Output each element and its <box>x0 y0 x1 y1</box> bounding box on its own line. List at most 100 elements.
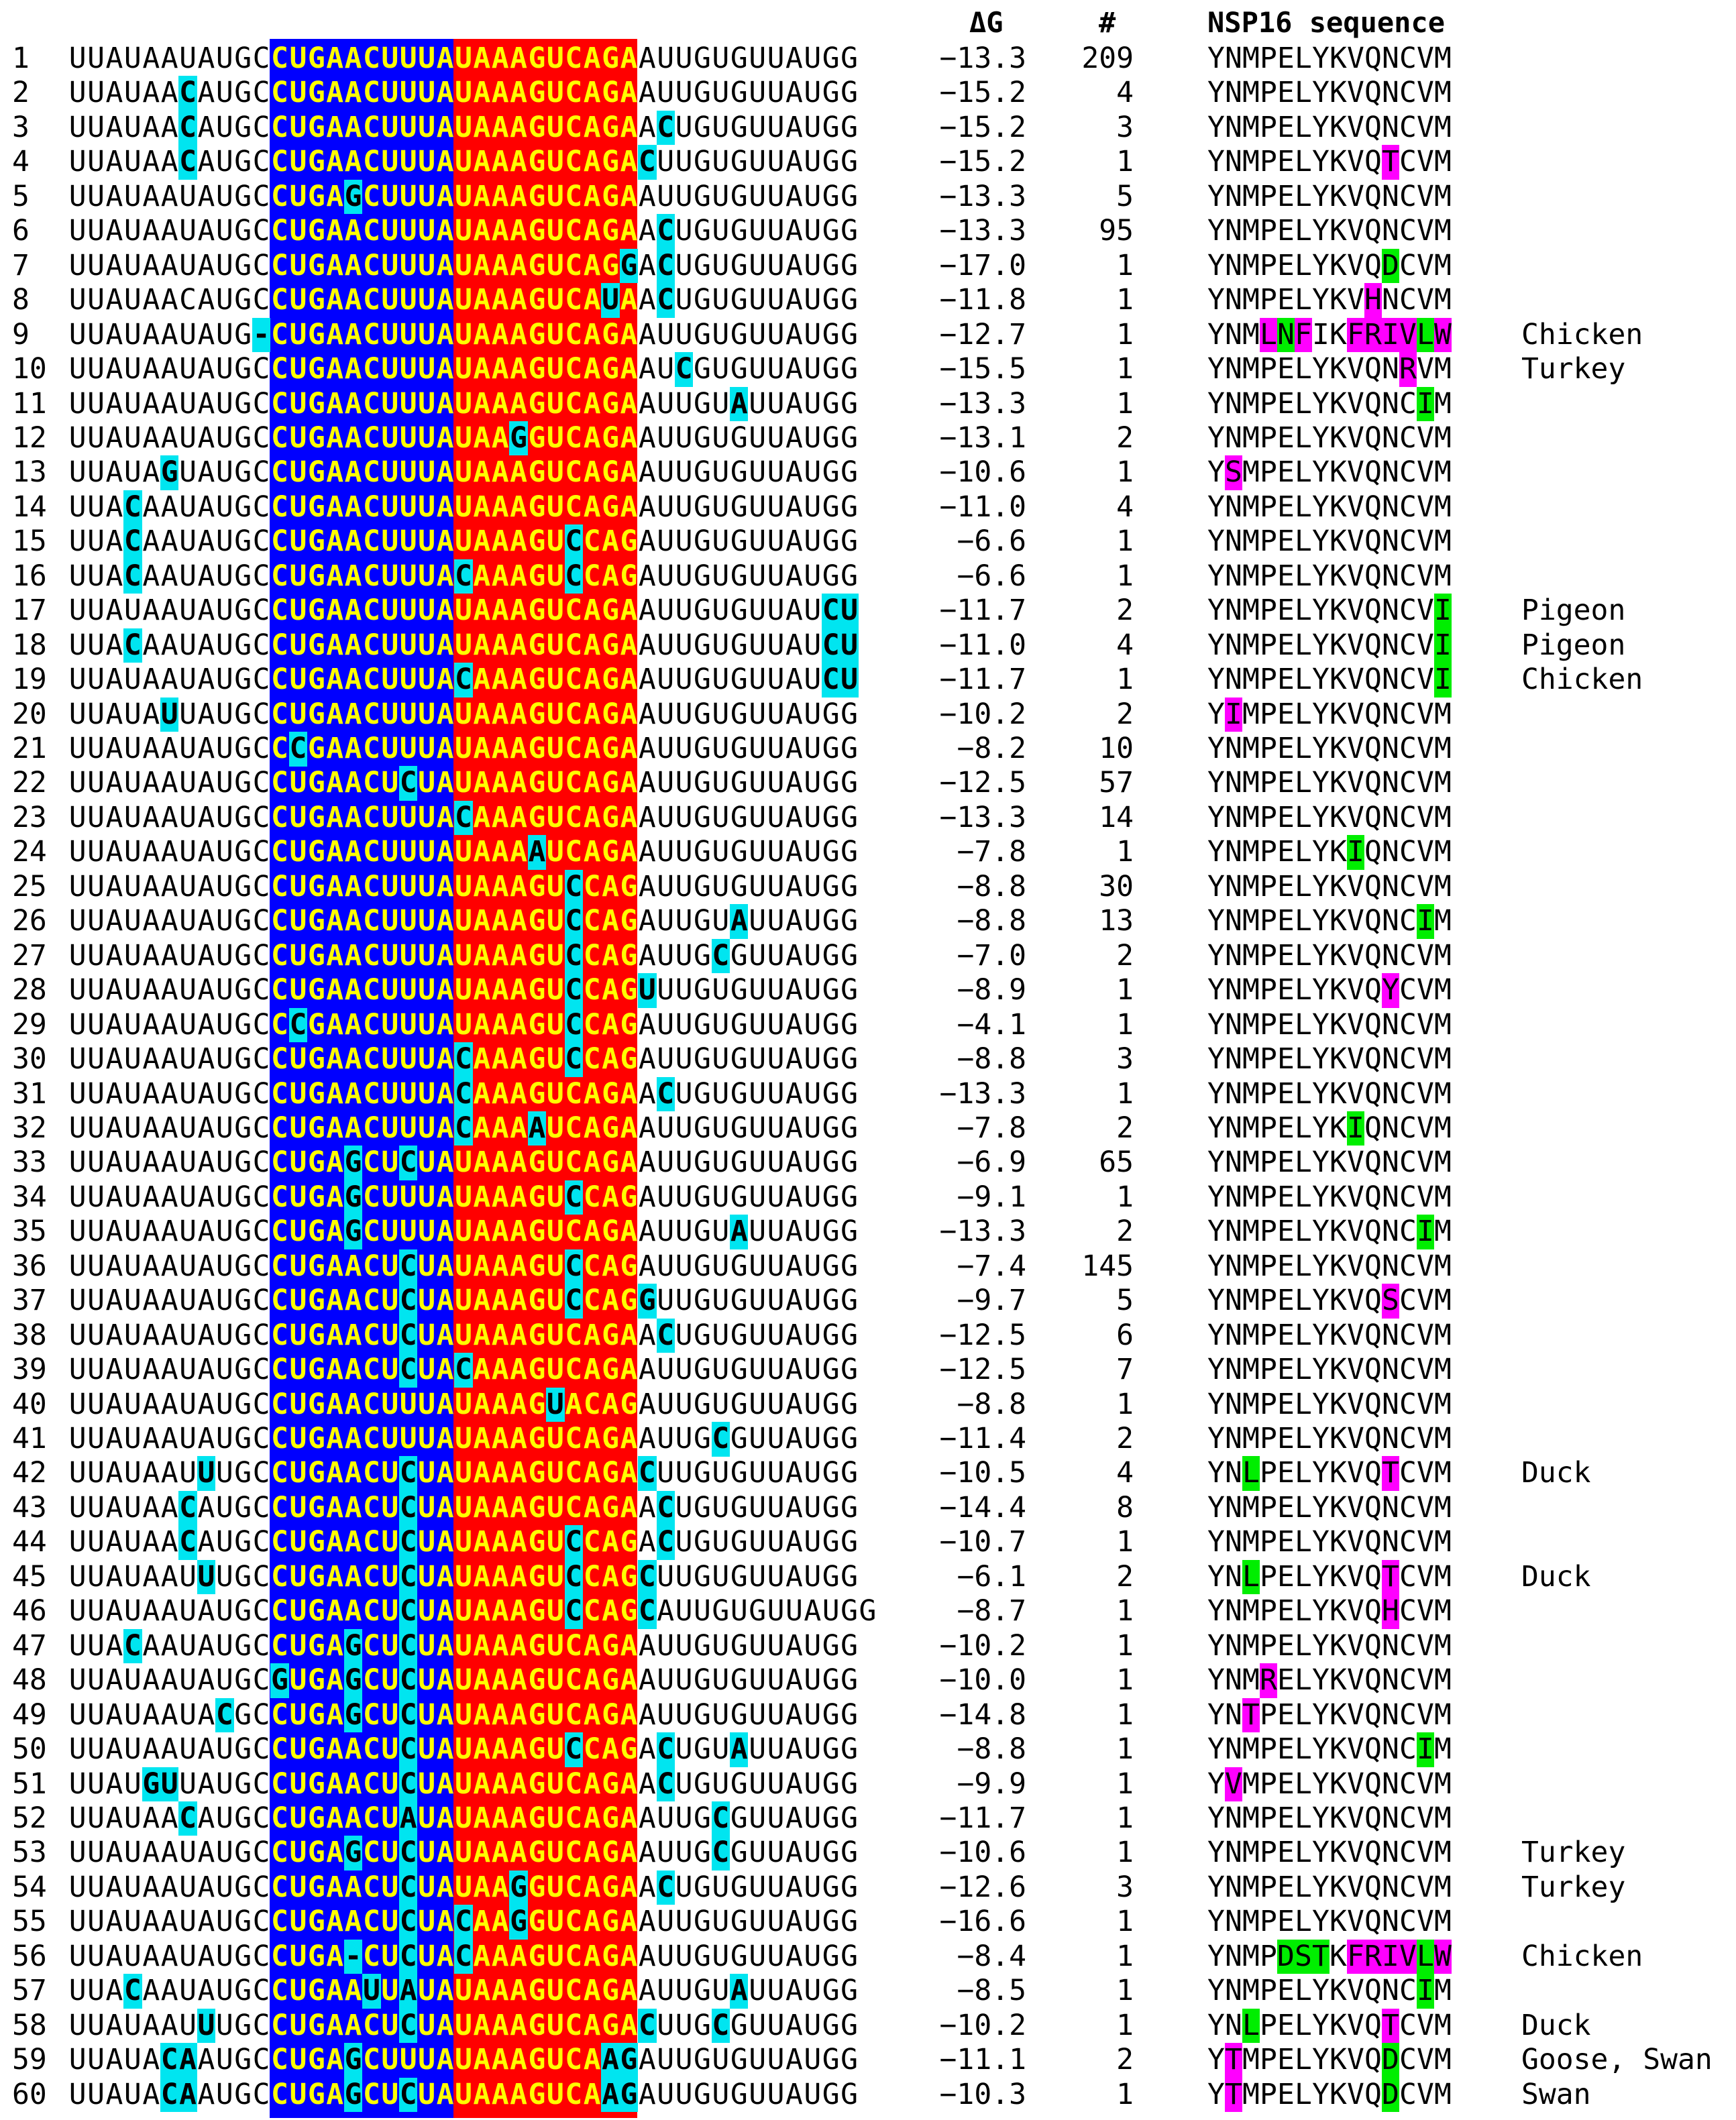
row-number: 29 <box>12 1007 47 1042</box>
nsp16-sequence: YNMPELYKVQNCVM <box>1207 1076 1452 1111</box>
count-value: 1 <box>1116 1007 1134 1042</box>
rna-sequence: UUAUAAUACGCCUGAGCUCUAUAAAGUCAGAAUUGUGUUA… <box>68 1697 859 1733</box>
delta-g-value: −13.3 <box>939 386 1026 421</box>
rna-sequence: UUAUAAUAUGCCUGA-CUCUACAAAGUCAGAAUUGUGUUA… <box>68 1939 859 1974</box>
nsp16-sequence: YTMPELYKVQDCVM <box>1207 2077 1452 2113</box>
host-label: Chicken <box>1521 317 1643 351</box>
rna-sequence: UUAUAAUUUGCCUGAACUCUAUAAAGUCAGACUUGUGUUA… <box>68 1456 859 1491</box>
nsp16-sequence: YNMPELYKVQHCVM <box>1207 1594 1452 1629</box>
count-value: 1 <box>1116 1939 1134 1973</box>
nsp16-sequence: YNMPELYKVQNCVM <box>1207 938 1452 972</box>
delta-g-value: −11.7 <box>939 1801 1026 1835</box>
count-value: 1 <box>1116 145 1134 179</box>
row-number: 12 <box>12 421 47 455</box>
table-row: 22 UUAUAAUAUGCCUGAACUCUAUAAAGUCAGAAUUGUGU… <box>0 766 1736 801</box>
count-value: 7 <box>1116 1353 1134 1387</box>
rna-sequence: UUAUAAUAUGCCUGAGCUUUAUAAAGUCAGAAUUGUGUUA… <box>68 179 859 215</box>
count-value: 1 <box>1116 248 1134 282</box>
table-row: 14 UUACAAUAUGCCUGAACUUUAUAAAGUCAGAAUUGUGU… <box>0 490 1736 525</box>
nsp16-sequence: YNMPELYKVQNCVM <box>1207 732 1452 765</box>
count-value: 5 <box>1116 1284 1134 1318</box>
row-number: 15 <box>12 524 47 559</box>
rna-sequence: UUAUAAUAUGCCUGAACUUUAUAAAGUCAGAACUGUGUUA… <box>68 214 859 249</box>
row-number: 27 <box>12 938 47 972</box>
nsp16-sequence: YNMPELYKVQNCVM <box>1207 1146 1452 1180</box>
delta-g-value: −10.2 <box>939 1628 1026 1663</box>
count-value: 2 <box>1116 421 1134 455</box>
count-value: 1 <box>1116 1525 1134 1559</box>
count-value: 14 <box>1099 800 1134 834</box>
delta-g-value: −14.4 <box>939 1490 1026 1524</box>
rna-sequence: UUAUAAUAUGCCUGAACUUUAUAAAGUCAGAAUUGUGUUA… <box>68 42 859 75</box>
row-number: 36 <box>12 1249 47 1283</box>
nsp16-sequence: YNMPELYKVQNCVM <box>1207 1905 1452 1939</box>
row-number: 9 <box>12 317 30 351</box>
rna-sequence: UUAUAAUAUGCCUGAACUUUAUAAAGUCCAGUUUGUGUUA… <box>68 973 859 1008</box>
nsp16-sequence: YNMPELYKVQNCIM <box>1207 1732 1452 1767</box>
rna-sequence: UUAUAAUAUGCCUGAACUUUAUAAGGUCAGAAUUGUGUUA… <box>68 421 859 456</box>
host-label: Turkey <box>1521 1836 1626 1870</box>
table-row: 36 UUAUAAUAUGCCUGAACUCUAUAAAGUCCAGAUUGUGU… <box>0 1249 1736 1284</box>
row-number: 56 <box>12 1939 47 1973</box>
row-number: 54 <box>12 1870 47 1904</box>
table-row: 43 UUAUAACAUGCCUGAACUCUAUAAAGUCAGAACUGUGU… <box>0 1490 1736 1526</box>
nsp16-sequence: YTMPELYKVQDCVM <box>1207 2043 1452 2078</box>
host-label: Duck <box>1521 2008 1591 2042</box>
table-row: 9 UUAUAAUAUG-CUGAACUUUAUAAAGUCAGAAUUGUGUU… <box>0 317 1736 353</box>
table-row: 34 UUAUAAUAUGCCUGAGCUUUAUAAAGUCCAGAUUGUGU… <box>0 1180 1736 1215</box>
rna-sequence: UUAUGUUAUGCCUGAACUCUAUAAAGUCAGAACUGUGUUA… <box>68 1767 859 1801</box>
delta-g-value: −7.0 <box>957 938 1026 972</box>
table-row: 33 UUAUAAUAUGCCUGAGCUCUAUAAAGUCAGAAUUGUGU… <box>0 1146 1736 1180</box>
row-number: 32 <box>12 1111 47 1145</box>
table-row: 37 UUAUAAUAUGCCUGAACUCUAUAAAGUCCAGGUUGUGU… <box>0 1284 1736 1319</box>
rna-sequence: UUAUAAUAUG-CUGAACUUUAUAAAGUCAGAAUUGUGUUA… <box>68 317 859 353</box>
rna-sequence: UUAUAACAUGCCUGAACUUUAUAAAGUCAGAACUGUGUUA… <box>68 110 859 146</box>
count-value: 1 <box>1116 1387 1134 1421</box>
table-row: 56 UUAUAAUAUGCCUGA-CUCUACAAAGUCAGAAUUGUGU… <box>0 1939 1736 1974</box>
rna-sequence: UUAUAAUAUGCCUGAACUUUAUAAAGUCAGAAUUGCGUUA… <box>68 1422 859 1457</box>
delta-g-value: −10.6 <box>939 1836 1026 1870</box>
table-row: 40 UUAUAAUAUGCCUGAACUUUAUAAAGUACAGAUUGUGU… <box>0 1387 1736 1422</box>
count-value: 65 <box>1099 1146 1134 1180</box>
count-value: 1 <box>1116 1594 1134 1628</box>
row-number: 58 <box>12 2008 47 2042</box>
nsp16-sequence: YNLPELYKVQTCVM <box>1207 1559 1452 1595</box>
table-row: 24 UUAUAAUAUGCCUGAACUUUAUAAAAUCAGAAUUGUGU… <box>0 835 1736 870</box>
nsp16-sequence: YNMPELYKVQNCVM <box>1207 524 1452 559</box>
delta-g-value: −7.4 <box>957 1249 1026 1283</box>
nsp16-sequence: YNMPELYKVQNCVI <box>1207 594 1452 628</box>
delta-g-value: −14.8 <box>939 1697 1026 1732</box>
nsp16-sequence: YNMPELYKVQSCVM <box>1207 1284 1452 1319</box>
table-row: 51 UUAUGUUAUGCCUGAACUCUAUAAAGUCAGAACUGUGU… <box>0 1767 1736 1801</box>
nsp16-sequence: YNTPELYKVQNCVM <box>1207 1697 1452 1733</box>
nsp16-sequence: YNMRELYKVQNCVM <box>1207 1663 1452 1698</box>
row-number: 19 <box>12 663 47 697</box>
table-row: 39 UUAUAAUAUGCCUGAACUCUACAAAGUCAGAAUUGUGU… <box>0 1353 1736 1388</box>
nsp16-sequence: YNLPELYKVQTCVM <box>1207 1456 1452 1491</box>
table-row: 2 UUAUAACAUGCCUGAACUUUAUAAAGUCAGAAUUGUGUU… <box>0 76 1736 111</box>
rna-sequence: UUAUAACAUGCCUGAACUUUAUAAAGUCAGAAUUGUGUUA… <box>68 76 859 111</box>
nsp16-sequence: YNMPELYKVQNCVM <box>1207 76 1452 110</box>
count-value: 4 <box>1116 76 1134 110</box>
delta-g-value: −8.8 <box>957 869 1026 903</box>
rna-sequence: UUAUAAUAUGCCUGAGCUCUAUAAAGUCAGAAUUGUGUUA… <box>68 1146 859 1180</box>
count-value: 10 <box>1099 732 1134 765</box>
rna-sequence: UUAUAAUAUGCCUGAGCUUUAUAAAGUCAGAAUUGUAUUA… <box>68 1215 859 1249</box>
rna-sequence: UUAUAAUAUGCCUGAACUCUACAAGGUCAGAAUUGUGUUA… <box>68 1905 859 1940</box>
delta-g-value: −6.6 <box>957 524 1026 559</box>
nsp16-sequence: YNMPELYKVQNCVM <box>1207 1422 1452 1455</box>
rna-sequence: UUAUAAUAUGCCUGAACUUUACAAAGUCAGAAUUGUGUUA… <box>68 800 859 836</box>
delta-g-value: −15.2 <box>939 76 1026 110</box>
rna-sequence: UUAUAAUAUGCCUGAACUUUACAAAGUCAGAAUUGUGUUA… <box>68 663 859 698</box>
rna-sequence: UUAUAAUAUGCCUGAACUCUAUAAAGUCCAGAUUGUGUUA… <box>68 1249 859 1284</box>
rna-sequence: UUAUAAUAUGCCUGAACUCUAUAAAGUCAGAACUGUGUUA… <box>68 1318 859 1353</box>
row-number: 6 <box>12 214 30 248</box>
rna-sequence: UUAUAAUAUGCCUGAACUUUAUAAAGUCCAGAUUGUAUUA… <box>68 904 859 939</box>
delta-g-value: −10.0 <box>939 1663 1026 1697</box>
delta-g-value: −7.8 <box>957 1111 1026 1145</box>
rna-sequence: UUACAAUAUGCCUGAACUUUAUAAAGUCCAGAUUGUGUUA… <box>68 524 859 559</box>
table-row: 31 UUAUAAUAUGCCUGAACUUUACAAAGUCAGAACUGUGU… <box>0 1076 1736 1111</box>
count-value: 1 <box>1116 386 1134 421</box>
count-value: 95 <box>1099 214 1134 248</box>
rna-sequence: UUAUAAUAUGCCUGAACUCUAUAAAGUCCAGCAUUGUGUU… <box>68 1594 877 1629</box>
